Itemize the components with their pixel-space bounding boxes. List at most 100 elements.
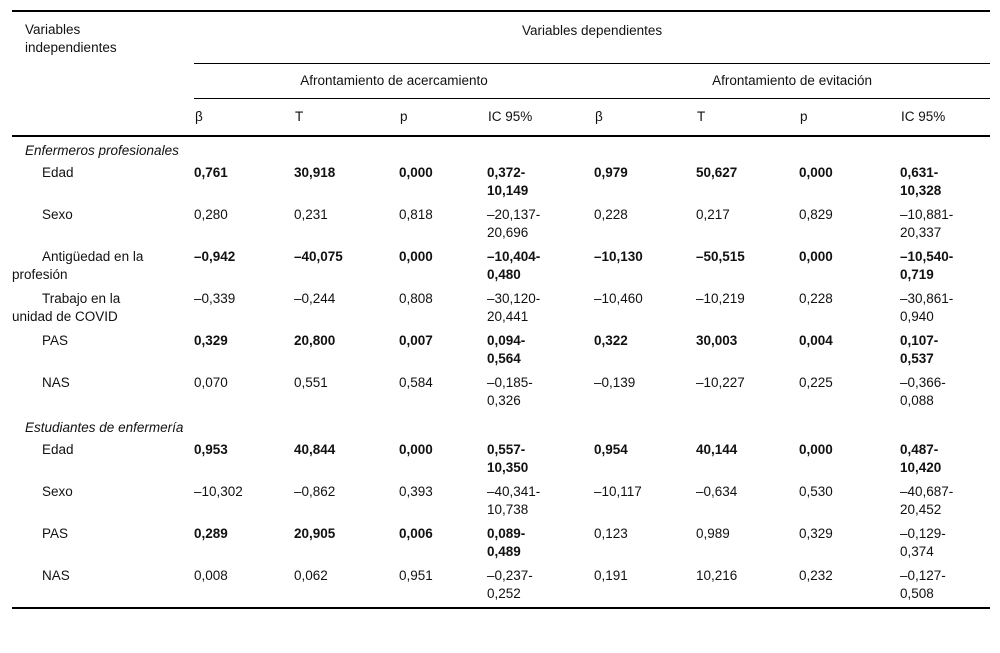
stat-value: 0,228	[594, 207, 628, 222]
stat-value: 0,006	[399, 526, 433, 541]
row-label: Sexo	[42, 484, 73, 499]
stat-value: 40,844	[294, 442, 336, 457]
stat-value: –10,540- 0,719	[900, 249, 954, 282]
row-label: Edad	[42, 165, 74, 180]
stat-value: 0,008	[194, 568, 228, 583]
stat-value: –20,137- 20,696	[487, 207, 541, 240]
stat-value: –10,302	[194, 484, 243, 499]
stat-value: 0,089- 0,489	[487, 526, 526, 559]
stat-value: –10,219	[696, 291, 745, 306]
stat-value: 0,557- 10,350	[487, 442, 529, 475]
stat-header-row: β T p IC 95% β T p IC 95%	[12, 98, 991, 137]
stat-value: 0,191	[594, 568, 628, 583]
stat-value: 0,289	[194, 526, 228, 541]
header-beta-2: β	[594, 98, 696, 137]
header-p-2: p	[799, 98, 900, 137]
stat-value: 0,000	[799, 165, 833, 180]
stat-value: –0,942	[194, 249, 236, 264]
stat-value: 30,003	[696, 333, 738, 348]
section-header-row: Enfermeros profesionales	[12, 136, 990, 162]
header-dependent-variables: Variables dependientes	[194, 11, 991, 64]
stat-value: –0,237- 0,252	[487, 568, 533, 601]
stat-value: 0,217	[696, 207, 730, 222]
stat-value: 0,979	[594, 165, 628, 180]
header-t-1: T	[294, 98, 399, 137]
stat-value: –0,634	[696, 484, 738, 499]
stat-value: 0,000	[399, 165, 433, 180]
section-title: Estudiantes de enfermería	[25, 420, 184, 435]
table-row: Edad 0,761 30,918 0,000 0,372- 10,149 0,979 50…	[12, 162, 990, 204]
header-t-2: T	[696, 98, 799, 137]
stat-value: –40,341- 10,738	[487, 484, 541, 517]
stat-value: 0,953	[194, 442, 228, 457]
stat-value: –30,120- 20,441	[487, 291, 541, 324]
table-row: NAS 0,070 0,551 0,584 –0,185- 0,326 –0,139 –10…	[12, 372, 990, 414]
stat-value: 0,829	[799, 207, 833, 222]
stat-value: –10,460	[594, 291, 643, 306]
stat-value: 0,551	[294, 375, 328, 390]
stat-value: 0,631- 10,328	[900, 165, 942, 198]
row-label: PAS	[42, 333, 69, 348]
stat-value: 0,107- 0,537	[900, 333, 939, 366]
row-label: Antigüedad en la profesión	[12, 249, 144, 282]
stat-value: –0,366- 0,088	[900, 375, 946, 408]
stat-value: –10,404- 0,480	[487, 249, 541, 282]
stat-value: 0,070	[194, 375, 228, 390]
section-header-row: Estudiantes de enfermería	[12, 414, 990, 439]
stat-value: 0,761	[194, 165, 228, 180]
header-ic95-1: IC 95%	[487, 98, 594, 137]
stat-value: 0,818	[399, 207, 433, 222]
table-row: PAS 0,329 20,800 0,007 0,094- 0,564 0,322 30,0…	[12, 330, 990, 372]
table-row: Sexo –10,302 –0,862 0,393 –40,341- 10,738 –10…	[12, 481, 990, 523]
header-group-evitacion: Afrontamiento de evitación	[594, 63, 991, 99]
stat-value: 0,584	[399, 375, 433, 390]
stat-value: –0,185- 0,326	[487, 375, 533, 408]
stat-value: –0,127- 0,508	[900, 568, 946, 601]
stat-value: 0,123	[594, 526, 628, 541]
stat-value: 0,228	[799, 291, 833, 306]
table-row: Edad 0,953 40,844 0,000 0,557- 10,350 0,954 40…	[12, 439, 990, 481]
header-beta-1: β	[194, 98, 294, 137]
header-p-1: p	[399, 98, 487, 137]
stat-value: –0,129- 0,374	[900, 526, 946, 559]
stat-value: 0,007	[399, 333, 433, 348]
stat-value: 0,951	[399, 568, 433, 583]
stat-value: 0,954	[594, 442, 628, 457]
stat-value: 0,329	[799, 526, 833, 541]
header-ic95-2: IC 95%	[900, 98, 991, 137]
row-label: NAS	[42, 568, 70, 583]
row-label: NAS	[42, 375, 70, 390]
stat-value: 0,530	[799, 484, 833, 499]
stat-value: 0,004	[799, 333, 833, 348]
stat-value: 0,393	[399, 484, 433, 499]
table-row: Trabajo en la unidad de COVID –0,339 –0,24…	[12, 288, 990, 330]
stat-value: –0,139	[594, 375, 636, 390]
stat-value: –40,687- 20,452	[900, 484, 954, 517]
stat-value: 0,094- 0,564	[487, 333, 526, 366]
stat-value: –0,862	[294, 484, 336, 499]
stat-value: –0,339	[194, 291, 236, 306]
stat-value: –50,515	[696, 249, 745, 264]
stat-value: 0,808	[399, 291, 433, 306]
stat-value: 0,372- 10,149	[487, 165, 529, 198]
table-body: Enfermeros profesionales Edad 0,761 30,918 0…	[12, 136, 990, 608]
stat-value: –10,227	[696, 375, 745, 390]
stat-value: 0,000	[399, 249, 433, 264]
stat-value: –30,861- 0,940	[900, 291, 954, 324]
table-row: NAS 0,008 0,062 0,951 –0,237- 0,252 0,191 10,2…	[12, 565, 990, 608]
stat-value: 0,280	[194, 207, 228, 222]
stat-value: 40,144	[696, 442, 738, 457]
stat-value: –10,881- 20,337	[900, 207, 954, 240]
stat-value: –0,244	[294, 291, 336, 306]
row-label: Sexo	[42, 207, 73, 222]
table-row: PAS 0,289 20,905 0,006 0,089- 0,489 0,123 0,98…	[12, 523, 990, 565]
stat-value: 0,062	[294, 568, 328, 583]
stat-value: 0,231	[294, 207, 328, 222]
stat-value: 0,989	[696, 526, 730, 541]
section-title: Enfermeros profesionales	[25, 143, 179, 158]
stat-value: 30,918	[294, 165, 336, 180]
stat-value: 20,800	[294, 333, 336, 348]
stat-value: 0,225	[799, 375, 833, 390]
regression-table: Variables independientes Variables depen…	[12, 10, 991, 609]
row-label: PAS	[42, 526, 69, 541]
